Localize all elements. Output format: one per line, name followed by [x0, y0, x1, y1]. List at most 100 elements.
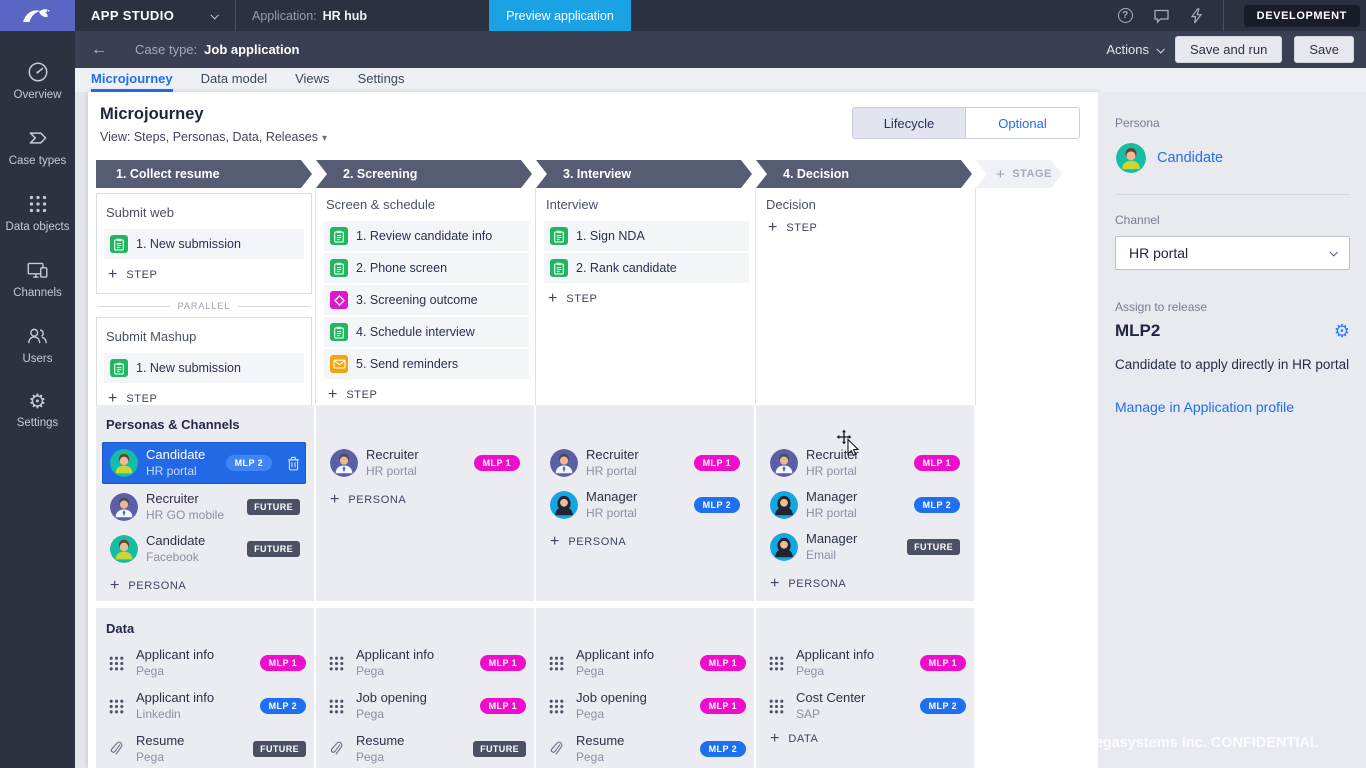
stage-header-3[interactable]: 3. Interview [536, 160, 752, 188]
data-object-row[interactable]: Applicant info Pega MLP 1 [546, 646, 746, 680]
release-badge: MLP 2 [913, 497, 960, 513]
data-zone: Applicant info Pega MLP 1 Job opening Pe… [316, 608, 534, 768]
sidebar-item-data-objects[interactable]: Data objects [0, 179, 75, 245]
add-persona-button[interactable]: + PERSONA [330, 491, 407, 508]
personas-zone: Personas & Channels Candidate HR portal … [96, 405, 314, 601]
add-persona-button[interactable]: + PERSONA [110, 577, 187, 594]
task-step-icon [330, 227, 348, 245]
plus-icon: + [770, 730, 780, 747]
data-object-row[interactable]: Applicant info Pega MLP 1 [106, 646, 306, 680]
data-object-row[interactable]: Applicant info Linkedin MLP 2 [106, 689, 306, 723]
step-item[interactable]: 5. Send reminders [324, 349, 529, 379]
add-stage-button[interactable]: + STAGE [976, 160, 1062, 188]
data-object-row[interactable]: Applicant info Pega MLP 1 [326, 646, 526, 680]
add-step-button[interactable]: + STEP [768, 219, 818, 236]
release-badge: MLP 2 [699, 741, 746, 757]
optional-tab[interactable]: Optional [966, 108, 1079, 138]
data-object-row[interactable]: Job opening Pega MLP 1 [326, 689, 526, 723]
application-label: Application: [252, 8, 317, 23]
manage-application-profile-link[interactable]: Manage in Application profile [1115, 398, 1295, 415]
data-object-row[interactable]: Job opening Pega MLP 1 [546, 689, 746, 723]
persona-card[interactable]: Recruiter HR portal MLP 1 [766, 442, 966, 484]
step-item[interactable]: 1. New submission [104, 229, 304, 259]
view-selector[interactable]: View: Steps, Personas, Data, Releases ▾ [100, 130, 327, 144]
data-object-row[interactable]: Resume Pega FUTURE [326, 732, 526, 766]
task-step-icon [110, 235, 128, 253]
sidebar-item-overview[interactable]: Overview [0, 47, 75, 113]
data-object-row[interactable]: Cost Center SAP MLP 2 [766, 689, 966, 723]
persona-card[interactable]: Recruiter HR portal MLP 1 [326, 442, 526, 484]
add-step-button[interactable]: + STEP [328, 386, 378, 403]
stage-header-1[interactable]: 1. Collect resume [96, 160, 312, 188]
step-item[interactable]: 1. Review candidate info [324, 221, 529, 251]
tab-views[interactable]: Views [295, 71, 330, 86]
data-object-icon [106, 698, 126, 715]
preview-application-button[interactable]: Preview application [489, 0, 631, 31]
step-item[interactable]: 2. Rank candidate [544, 253, 749, 283]
feedback-icon[interactable] [1153, 8, 1170, 24]
lightning-icon[interactable] [1190, 7, 1203, 24]
persona-card[interactable]: Manager HR portal MLP 2 [766, 484, 966, 526]
case-type-name: Job application [204, 42, 300, 57]
step-item[interactable]: 3. Screening outcome [324, 285, 529, 315]
persona-card[interactable]: Recruiter HR portal MLP 1 [546, 442, 746, 484]
step-item[interactable]: 1. Sign NDA [544, 221, 749, 251]
stage-header-2[interactable]: 2. Screening [316, 160, 532, 188]
sidebar-item-users[interactable]: Users [0, 311, 75, 377]
devices-icon [25, 258, 50, 282]
data-object-row[interactable]: Resume Pega FUTURE [106, 732, 306, 766]
decision-step-icon [330, 291, 348, 309]
data-object-icon [546, 655, 566, 672]
save-button[interactable]: Save [1294, 36, 1354, 63]
step-item[interactable]: 2. Phone screen [324, 253, 529, 283]
release-badge: MLP 1 [259, 655, 306, 671]
sidebar-item-channels[interactable]: Channels [0, 245, 75, 311]
task-step-icon [330, 323, 348, 341]
persona-card[interactable]: Manager HR portal MLP 2 [546, 484, 746, 526]
pega-logo[interactable] [0, 0, 75, 31]
add-step-button[interactable]: + STEP [108, 390, 158, 406]
sidebar-item-settings[interactable]: ⚙ Settings [16, 390, 59, 429]
actions-menu[interactable]: Actions [1106, 42, 1165, 57]
data-zone: Data Applicant info Pega MLP 1 Applicant… [96, 608, 314, 768]
add-data-button[interactable]: + DATA [770, 730, 819, 747]
trash-icon[interactable] [287, 456, 300, 471]
sidebar-item-case-types[interactable]: Case types [0, 113, 75, 179]
back-arrow-icon[interactable]: ← [91, 40, 107, 58]
help-icon[interactable]: ? [1117, 8, 1133, 23]
plus-icon: + [768, 219, 778, 236]
release-description: Candidate to apply directly in HR portal [1115, 357, 1350, 372]
chevron-down-icon [1329, 248, 1338, 257]
persona-card[interactable]: Manager Email FUTURE [766, 526, 966, 568]
stage-column-3: Interview 1. Sign NDA 2. Rank candidate … [536, 188, 756, 768]
save-and-run-button[interactable]: Save and run [1175, 36, 1283, 63]
add-persona-button[interactable]: + PERSONA [550, 533, 627, 550]
stage-header-4[interactable]: 4. Decision [756, 160, 972, 188]
data-object-icon [766, 655, 786, 672]
gear-icon[interactable]: ⚙ [1333, 321, 1350, 341]
persona-link[interactable]: Candidate [1157, 150, 1224, 166]
channel-select[interactable]: HR portal [1115, 236, 1350, 270]
data-header [326, 621, 526, 637]
tab-data-model[interactable]: Data model [200, 71, 268, 86]
data-object-row[interactable]: Resume Pega MLP 2 [546, 732, 746, 766]
data-object-icon [766, 698, 786, 715]
release-badge: MLP 1 [693, 455, 740, 471]
add-persona-button[interactable]: + PERSONA [770, 575, 847, 592]
add-step-button[interactable]: + STEP [548, 290, 598, 307]
release-badge: MLP 1 [473, 455, 520, 471]
app-studio-menu[interactable]: APP STUDIO [75, 8, 235, 23]
tab-settings[interactable]: Settings [357, 71, 405, 86]
persona-card[interactable]: Candidate Facebook FUTURE [106, 528, 306, 570]
tab-microjourney[interactable]: Microjourney [91, 71, 173, 92]
add-step-button[interactable]: + STEP [108, 266, 158, 283]
persona-card[interactable]: Recruiter HR GO mobile FUTURE [106, 486, 306, 528]
stage-column-1: Submit web 1. New submission + STEP PARA… [96, 188, 316, 768]
step-item[interactable]: 4. Schedule interview [324, 317, 529, 347]
plus-icon: + [330, 491, 340, 508]
step-item[interactable]: 1. New submission [104, 353, 304, 383]
data-object-row[interactable]: Applicant info Pega MLP 1 [766, 646, 966, 680]
persona-card[interactable]: Candidate HR portal MLP 2 [102, 442, 306, 484]
lifecycle-tab[interactable]: Lifecycle [853, 108, 966, 138]
task-step-icon [550, 227, 568, 245]
